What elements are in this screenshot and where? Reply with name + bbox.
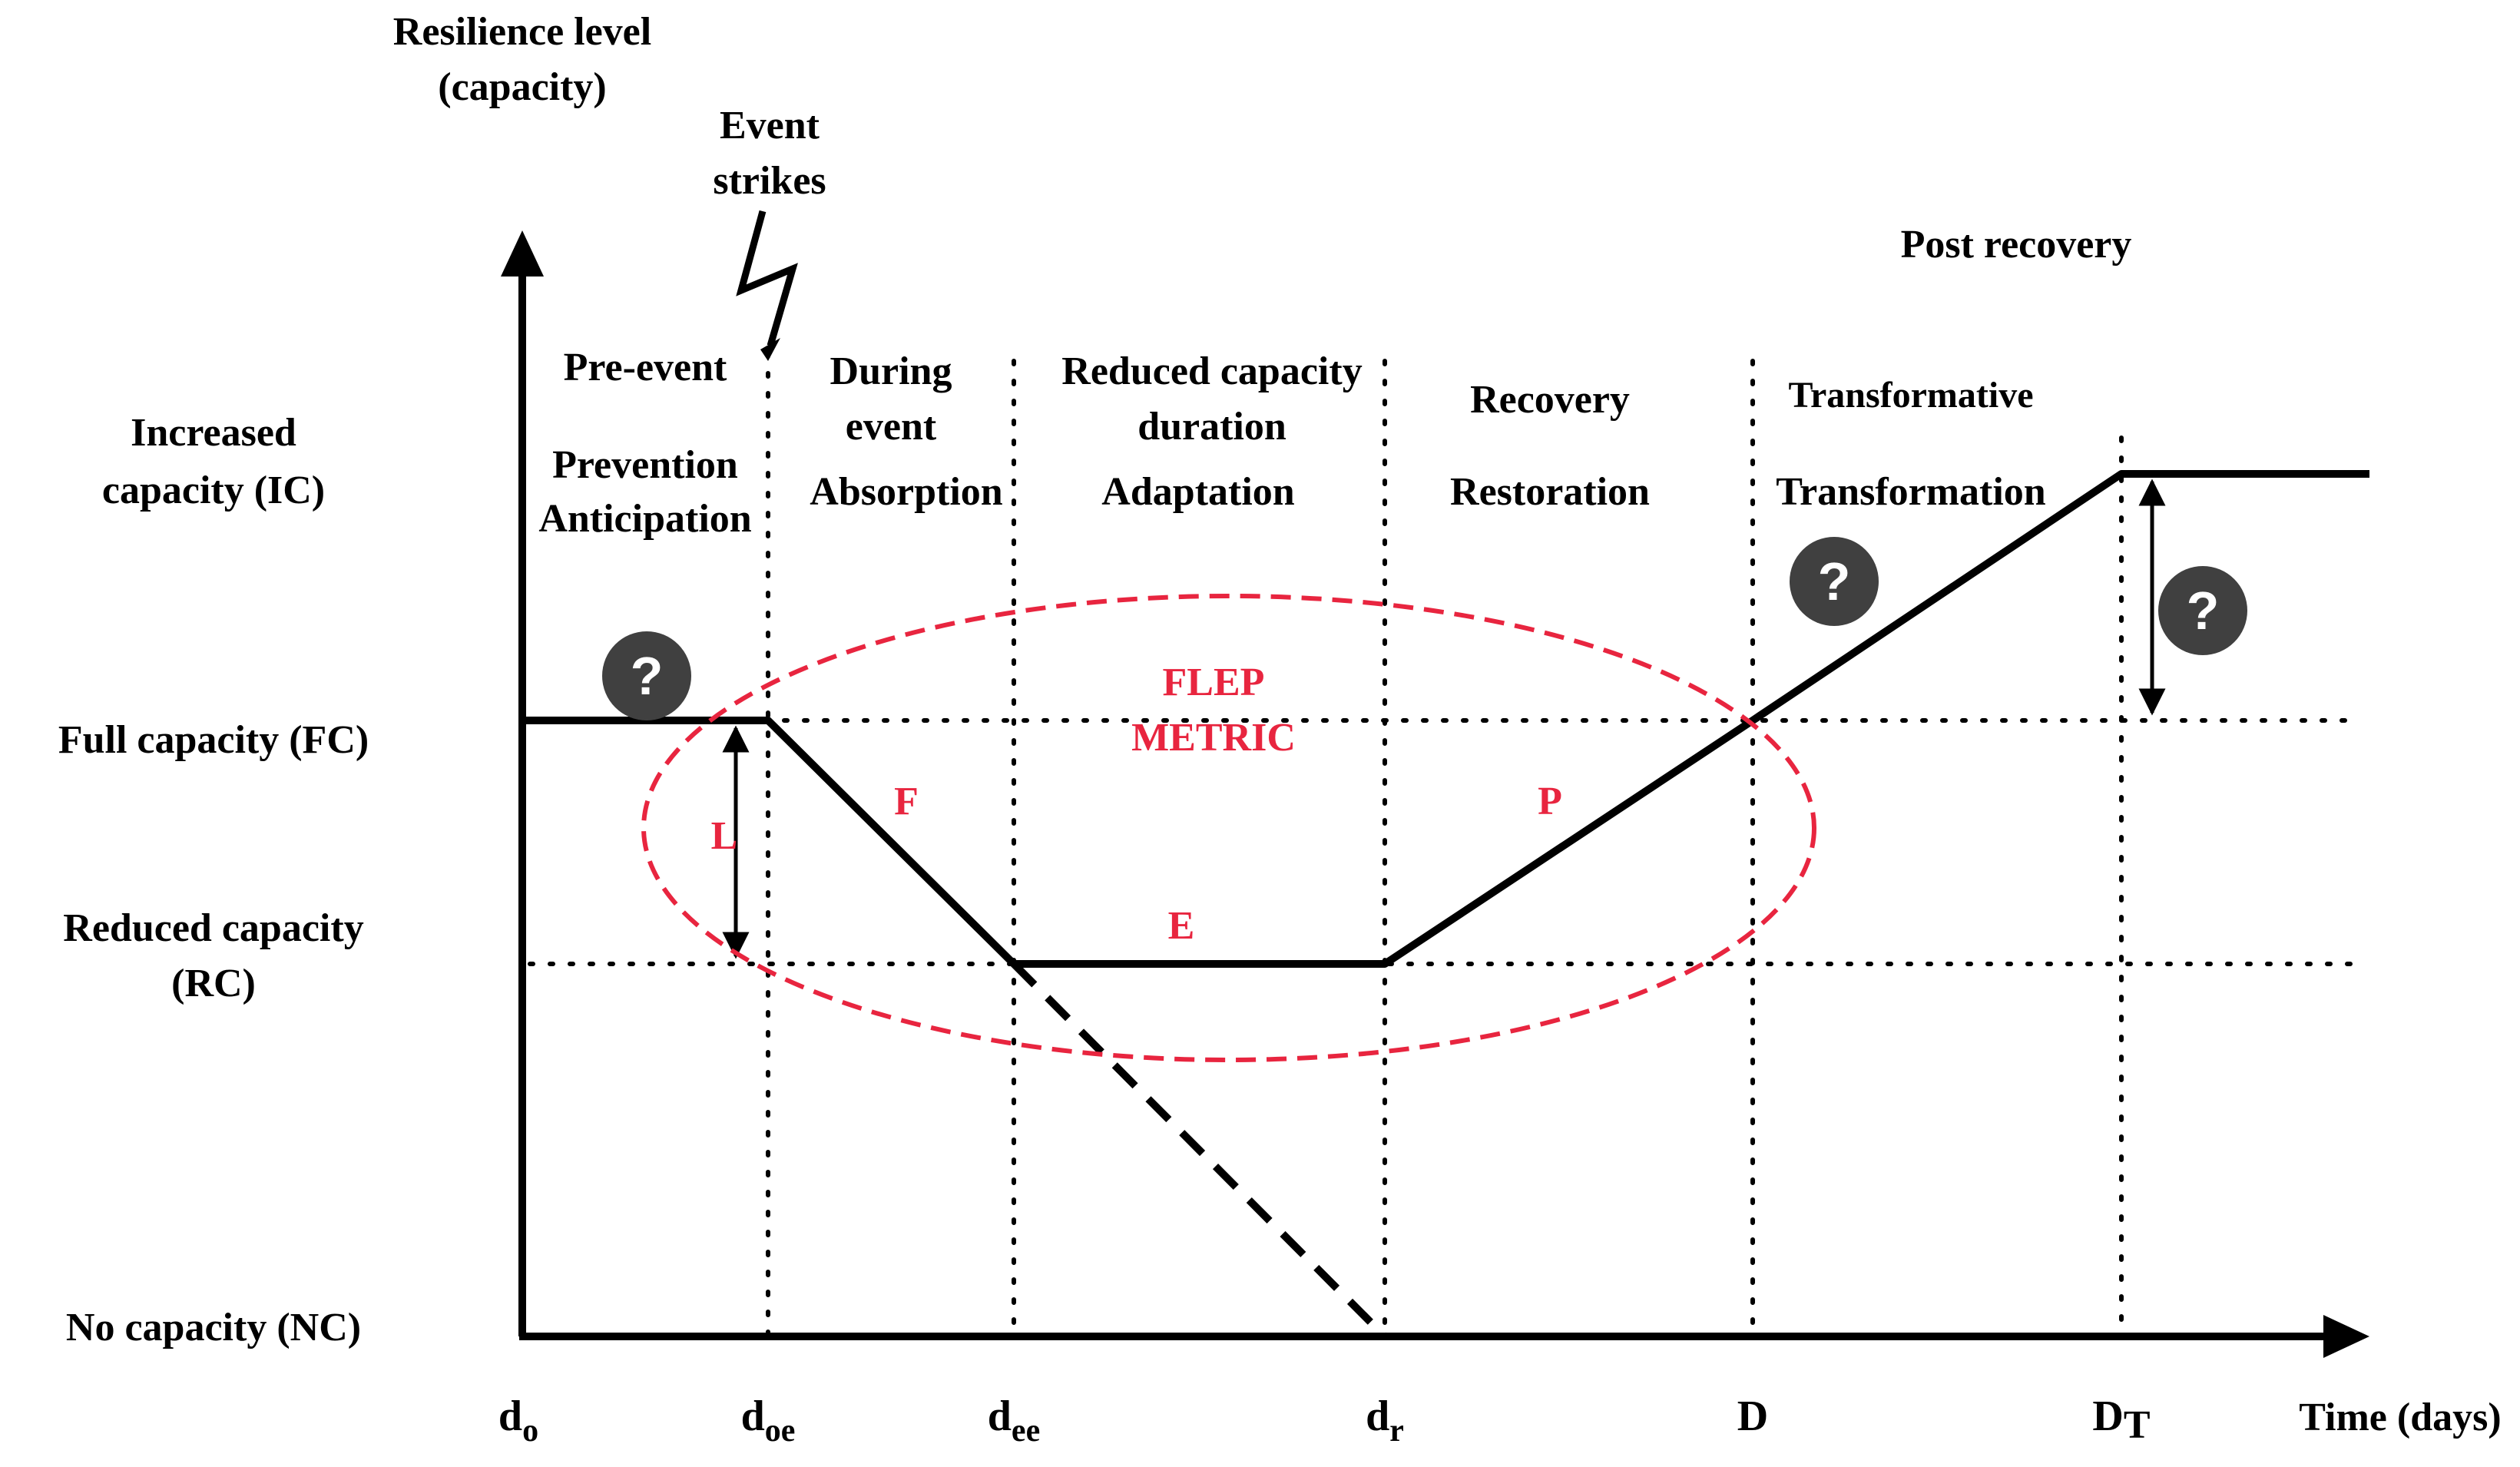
phase-pre-event-title: Pre-event	[564, 346, 727, 389]
resilience-curve	[522, 470, 2369, 968]
level-rc-line2: (RC)	[171, 962, 256, 1005]
question-mark-1: ?	[631, 646, 664, 706]
lightning-bolt-icon	[736, 210, 798, 347]
event-strikes-line1: Event	[720, 104, 820, 147]
flep-metric-ellipse	[641, 594, 1816, 1062]
level-ic-line1: Increased	[131, 411, 296, 455]
phase-recovery-ability: Restoration	[1450, 470, 1650, 514]
level-nc: No capacity (NC)	[66, 1306, 361, 1349]
phase-post-recovery-title: Post recovery	[1901, 223, 2132, 267]
phase-pre-event-ability-1: Prevention	[552, 443, 738, 487]
tick-doe: doe	[741, 1392, 796, 1449]
unknown-marker-post-recovery: ?	[2158, 566, 2247, 655]
phase-reduced-title-2: duration	[1137, 405, 1286, 449]
flep-E: E	[1168, 904, 1195, 948]
question-mark-3: ?	[2187, 581, 2220, 641]
flep-metric-line1: FLEP	[1163, 661, 1265, 704]
event-strikes-line2: strikes	[713, 159, 826, 203]
flep-L: L	[711, 814, 738, 858]
lightning-bolt-tip	[760, 338, 780, 361]
x-axis-arrowhead	[2323, 1315, 2369, 1358]
phase-recovery-title: Recovery	[1470, 378, 1630, 422]
phase-reduced-title-1: Reduced capacity	[1061, 349, 1362, 393]
question-circle-icon	[1790, 537, 1879, 626]
phase-reduced-ability: Adaptation	[1101, 470, 1294, 514]
unknown-marker-transformative: ?	[1790, 537, 1879, 626]
flep-metric-line2: METRIC	[1131, 716, 1296, 760]
level-fc: Full capacity (FC)	[58, 718, 369, 762]
flep-P: P	[1538, 780, 1562, 823]
level-rc-line1: Reduced capacity	[63, 906, 363, 950]
unknown-marker-pre-event: ?	[602, 631, 691, 720]
y-axis-arrowhead	[501, 230, 544, 277]
level-ic-line2: capacity (IC)	[102, 469, 325, 512]
phase-during-ability: Absorption	[810, 470, 1002, 514]
phase-transformative-ability: Transformation	[1776, 470, 2046, 514]
question-mark-2: ?	[1818, 551, 1851, 611]
x-axis-title: Time (days)	[2299, 1396, 2501, 1439]
flep-F: F	[894, 780, 919, 823]
tick-dee: dee	[988, 1392, 1040, 1449]
question-circle-icon	[602, 631, 691, 720]
y-axis-title-line2: (capacity)	[438, 65, 606, 109]
phase-during-title-2: event	[846, 405, 937, 449]
failure-path	[1011, 961, 1388, 1340]
tick-dr: dr	[1366, 1392, 1404, 1449]
phase-pre-event-ability-2: Anticipation	[538, 497, 751, 541]
tick-DT: DT	[2092, 1392, 2150, 1447]
question-circle-icon	[2158, 566, 2247, 655]
phase-transformative-title: Transformative	[1788, 375, 2033, 416]
y-axis-title-line1: Resilience level	[393, 10, 651, 54]
tick-d0: do	[498, 1392, 538, 1449]
tick-D: D	[1737, 1392, 1768, 1440]
phase-during-title-1: During	[830, 349, 952, 393]
